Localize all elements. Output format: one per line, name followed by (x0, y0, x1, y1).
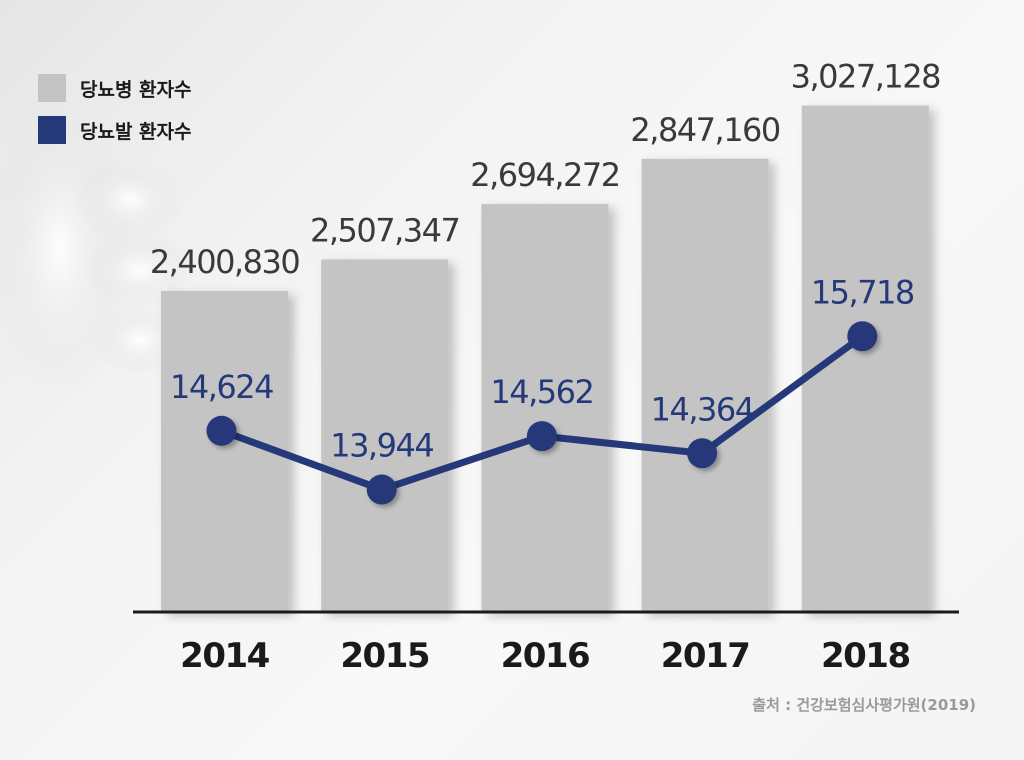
line-point-2014 (206, 415, 237, 446)
legend-label-patients: 당뇨병 환자수 (80, 78, 192, 101)
legend-item-patients: 당뇨병 환자수 (38, 72, 192, 104)
line-label-2014: 14,624 (170, 368, 273, 406)
bar-2016 (481, 204, 609, 612)
line-point-2017 (687, 438, 718, 469)
source-note: 출처 : 건강보험심사평가원(2019) (752, 696, 976, 714)
line-label-2016: 14,562 (490, 373, 593, 411)
bar-2015 (321, 259, 449, 612)
background-decor (0, 100, 195, 400)
bar-2018 (801, 105, 929, 613)
legend-item-foot-patients: 당뇨발 환자수 (38, 114, 192, 146)
bar-label-2016: 2,694,272 (470, 156, 619, 194)
x-tick-2017: 2017 (661, 636, 750, 676)
x-tick-2018: 2018 (821, 636, 910, 676)
bar-2017 (641, 158, 769, 612)
line-label-2015: 13,944 (330, 427, 433, 465)
bar-label-2014: 2,400,830 (150, 243, 300, 281)
x-tick-2015: 2015 (340, 636, 429, 676)
line-point-2018 (847, 321, 878, 352)
bar-label-2017: 2,847,160 (630, 111, 780, 149)
legend-swatch-gray (38, 74, 66, 102)
bar-label-2018: 3,027,128 (791, 58, 941, 96)
line-label-2017: 14,364 (651, 390, 754, 428)
line-point-2016 (526, 421, 557, 452)
x-tick-2016: 2016 (501, 636, 590, 676)
line-label-2018: 15,718 (811, 273, 914, 311)
legend-label-foot-patients: 당뇨발 환자수 (80, 120, 192, 143)
bar-label-2015: 2,507,347 (310, 211, 459, 249)
line-point-2015 (366, 474, 397, 505)
bar-2014 (161, 290, 288, 612)
x-tick-2014: 2014 (180, 636, 269, 676)
legend-swatch-navy (38, 116, 66, 144)
legend: 당뇨병 환자수 당뇨발 환자수 (38, 72, 192, 156)
